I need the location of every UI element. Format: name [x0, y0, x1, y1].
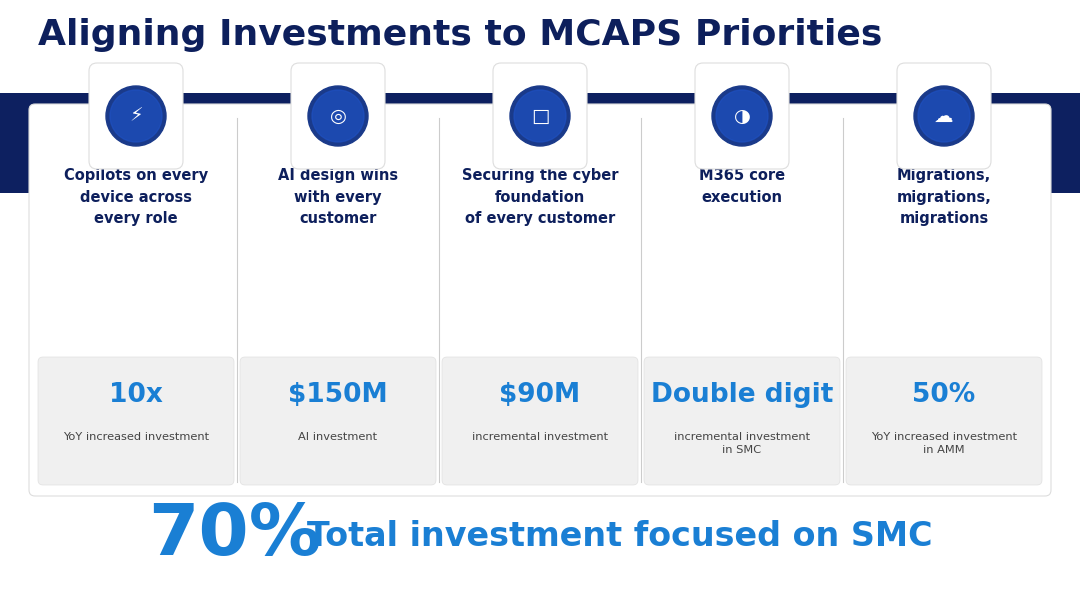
- FancyBboxPatch shape: [29, 104, 1051, 496]
- FancyBboxPatch shape: [846, 357, 1042, 485]
- Text: YoY increased investment: YoY increased investment: [63, 432, 210, 442]
- Circle shape: [918, 90, 970, 142]
- Circle shape: [312, 90, 364, 142]
- Text: Double digit: Double digit: [651, 382, 833, 408]
- Text: Total investment focused on SMC: Total investment focused on SMC: [307, 519, 933, 553]
- Text: AI design wins
with every
customer: AI design wins with every customer: [278, 168, 399, 226]
- Circle shape: [110, 90, 162, 142]
- Text: ◎: ◎: [329, 106, 347, 125]
- FancyBboxPatch shape: [442, 357, 638, 485]
- FancyBboxPatch shape: [696, 63, 789, 169]
- Circle shape: [716, 90, 768, 142]
- Text: Copilots on every
device across
every role: Copilots on every device across every ro…: [64, 168, 208, 226]
- Text: 50%: 50%: [913, 382, 975, 408]
- Text: M365 core
execution: M365 core execution: [699, 168, 785, 205]
- Text: AI investment: AI investment: [298, 432, 378, 442]
- Circle shape: [106, 86, 166, 146]
- Text: Migrations,
migrations,
migrations: Migrations, migrations, migrations: [896, 168, 991, 226]
- Text: ☁: ☁: [934, 106, 954, 125]
- FancyBboxPatch shape: [0, 93, 1080, 193]
- Text: incremental investment: incremental investment: [472, 432, 608, 442]
- FancyBboxPatch shape: [240, 357, 436, 485]
- Text: Securing the cyber
foundation
of every customer: Securing the cyber foundation of every c…: [462, 168, 618, 226]
- Text: ⚡: ⚡: [130, 106, 143, 125]
- Text: Aligning Investments to MCAPS Priorities: Aligning Investments to MCAPS Priorities: [38, 18, 882, 52]
- Text: □: □: [530, 106, 550, 125]
- Circle shape: [712, 86, 772, 146]
- Text: incremental investment
in SMC: incremental investment in SMC: [674, 432, 810, 455]
- Text: 10x: 10x: [109, 382, 163, 408]
- Circle shape: [514, 90, 566, 142]
- Text: YoY increased investment
in AMM: YoY increased investment in AMM: [870, 432, 1017, 455]
- Text: ◑: ◑: [733, 106, 751, 125]
- FancyBboxPatch shape: [492, 63, 588, 169]
- Text: $90M: $90M: [499, 382, 581, 408]
- FancyBboxPatch shape: [291, 63, 384, 169]
- FancyBboxPatch shape: [89, 63, 183, 169]
- Circle shape: [914, 86, 974, 146]
- FancyBboxPatch shape: [897, 63, 991, 169]
- Text: 70%: 70%: [148, 502, 322, 570]
- FancyBboxPatch shape: [38, 357, 234, 485]
- Circle shape: [510, 86, 570, 146]
- Text: $150M: $150M: [288, 382, 388, 408]
- Circle shape: [308, 86, 368, 146]
- FancyBboxPatch shape: [644, 357, 840, 485]
